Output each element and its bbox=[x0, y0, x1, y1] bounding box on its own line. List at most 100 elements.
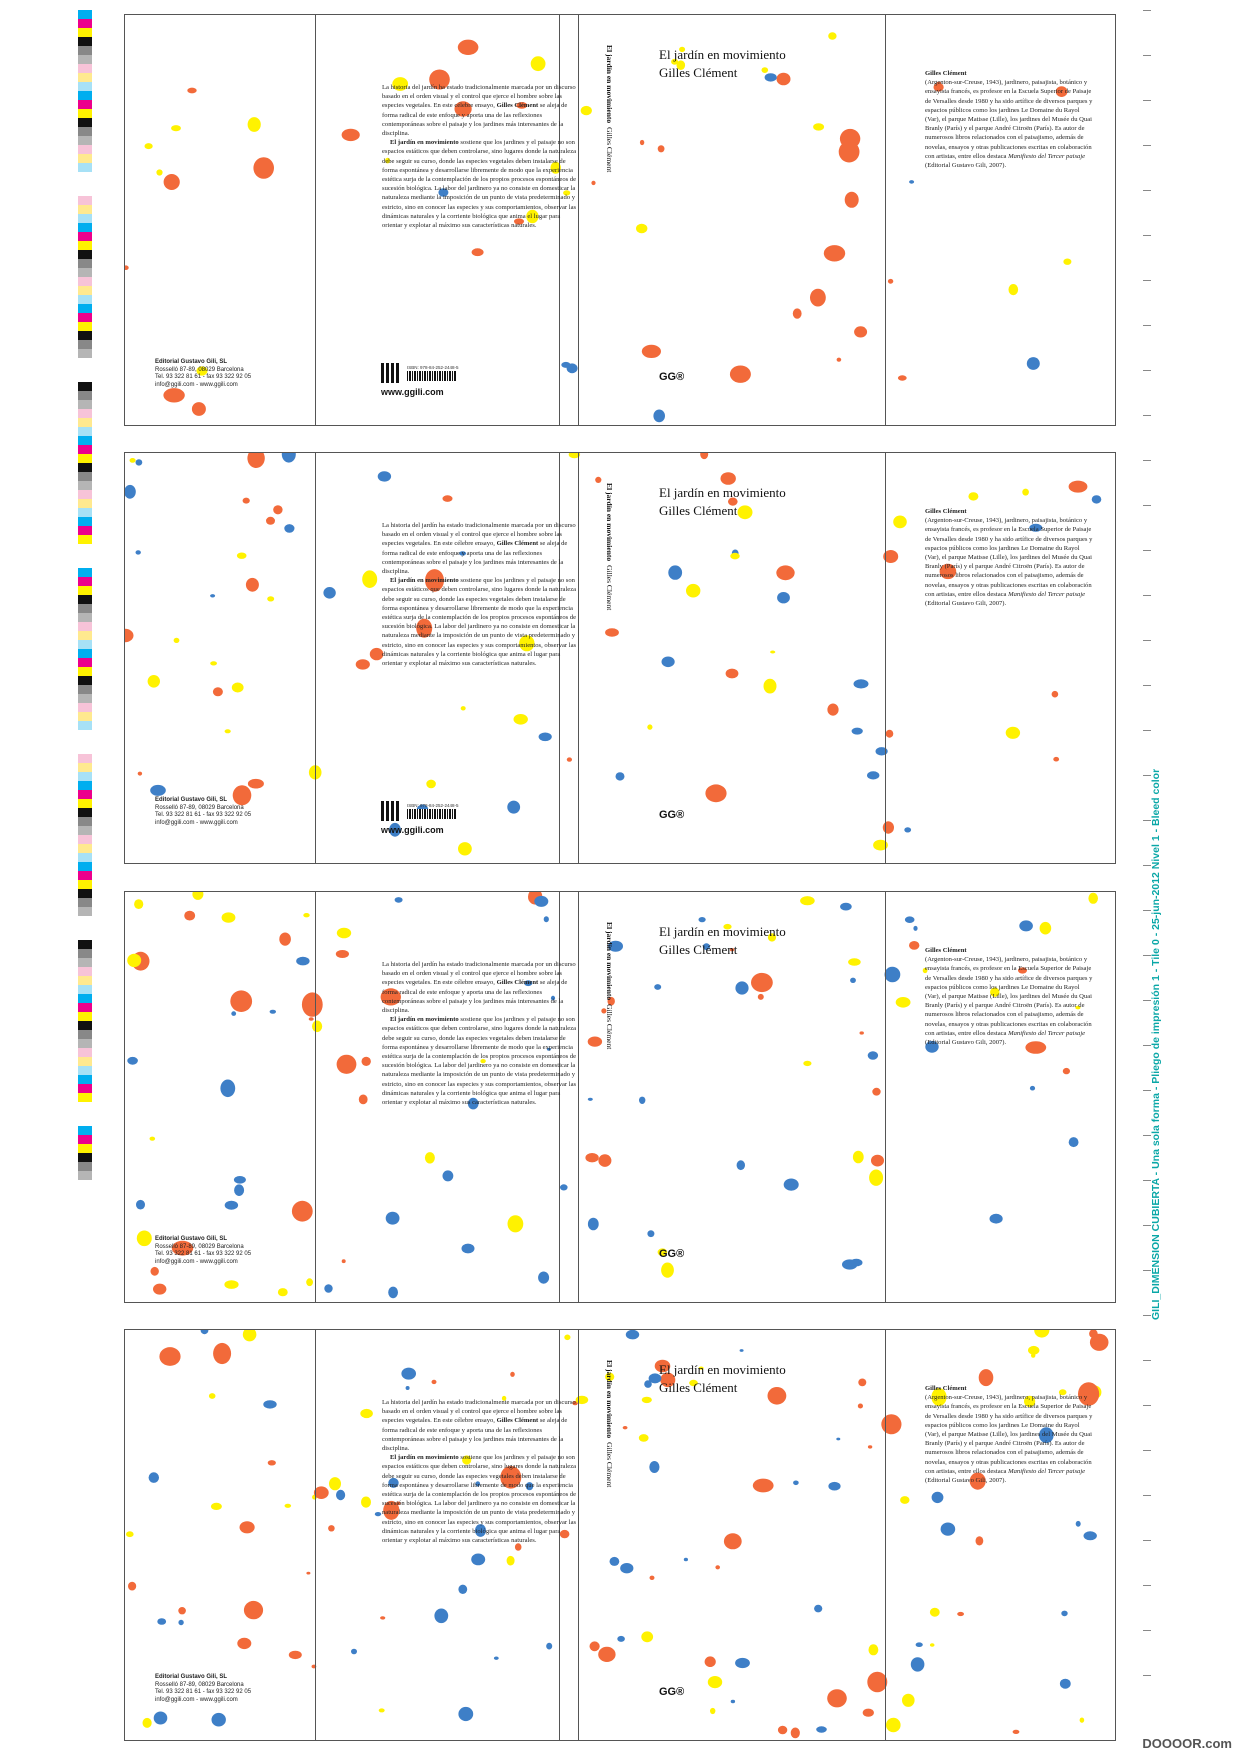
flower-petal bbox=[1068, 480, 1088, 493]
color-patch bbox=[78, 703, 92, 712]
color-patch bbox=[78, 214, 92, 223]
color-patch bbox=[78, 1122, 92, 1126]
flower-petal bbox=[467, 1097, 479, 1110]
flower-petal bbox=[814, 1604, 823, 1613]
color-bar bbox=[78, 10, 92, 1750]
flap-fold-right bbox=[885, 892, 886, 1302]
flower-petal bbox=[828, 1481, 841, 1491]
flower-petal bbox=[871, 1154, 884, 1167]
flower-petal bbox=[736, 1160, 745, 1171]
flower-petal bbox=[196, 366, 208, 376]
flower-petal bbox=[909, 180, 915, 184]
flower-petal bbox=[253, 157, 274, 179]
flower-petal bbox=[728, 497, 738, 506]
flower-petal bbox=[698, 1366, 704, 1370]
flower-petal bbox=[266, 516, 275, 525]
spine-text: El jardín en movimiento Gilles Clément bbox=[592, 922, 614, 1072]
flower-petal bbox=[660, 1372, 676, 1388]
publisher-name: Editorial Gustavo Gili, SL bbox=[155, 359, 228, 365]
flower-petal bbox=[351, 1648, 357, 1655]
flower-petal bbox=[1029, 523, 1043, 532]
color-patch bbox=[78, 640, 92, 649]
author-bio: Gilles Clément (Argenton-sur-Creuse, 194… bbox=[925, 69, 1095, 170]
color-patch bbox=[78, 46, 92, 55]
flower-petal bbox=[933, 82, 944, 92]
flower-petal bbox=[232, 785, 252, 806]
flower-petal bbox=[595, 476, 602, 483]
crop-tick bbox=[1143, 505, 1151, 506]
qr-code bbox=[381, 801, 401, 821]
publisher-info: Editorial Gustavo Gili, SL Rosselló 87-8… bbox=[155, 797, 295, 827]
flower-petal bbox=[560, 1184, 568, 1191]
flower-petal bbox=[1091, 495, 1102, 504]
flower-petal bbox=[1028, 1345, 1040, 1355]
flower-petal bbox=[836, 357, 842, 362]
color-patch bbox=[78, 586, 92, 595]
color-patch bbox=[78, 994, 92, 1003]
publisher-email: info@ggili.com - www.ggili.com bbox=[155, 819, 238, 826]
flower-petal bbox=[893, 515, 907, 529]
flower-petal bbox=[516, 102, 528, 109]
flower-petal bbox=[192, 892, 204, 900]
color-patch bbox=[78, 322, 92, 331]
flower-petal bbox=[909, 941, 920, 950]
flower-petal bbox=[159, 1347, 181, 1366]
crop-tick bbox=[1143, 235, 1151, 236]
flower-petal bbox=[308, 1017, 314, 1021]
color-patch bbox=[78, 445, 92, 454]
color-patch bbox=[78, 844, 92, 853]
flower-petal bbox=[301, 992, 323, 1017]
flower-petal bbox=[676, 60, 686, 70]
flower-petal bbox=[129, 458, 136, 463]
bio-book: Manifiesto del Tercer paisaje bbox=[1008, 1467, 1086, 1475]
flower-petal bbox=[1018, 967, 1027, 974]
color-patch bbox=[78, 73, 92, 82]
flower-petal bbox=[163, 388, 185, 403]
spine-fold-left bbox=[559, 892, 560, 1302]
flower-petal bbox=[361, 1056, 371, 1066]
flower-petal bbox=[361, 1496, 371, 1508]
flower-petal bbox=[200, 1330, 209, 1335]
color-patch bbox=[78, 649, 92, 658]
flower-petal bbox=[247, 453, 265, 468]
flower-petal bbox=[867, 1445, 873, 1449]
color-patch bbox=[78, 508, 92, 517]
flower-petal bbox=[171, 125, 181, 132]
author-bio: Gilles Clément (Argenton-sur-Creuse, 194… bbox=[925, 507, 1095, 608]
color-patch bbox=[78, 676, 92, 685]
flower-petal bbox=[388, 1477, 399, 1488]
flower-petal bbox=[657, 145, 665, 153]
cover-sheet: Editorial Gustavo Gili, SL Rosselló 87-8… bbox=[124, 1329, 1116, 1741]
color-patch bbox=[78, 544, 92, 548]
color-patch bbox=[78, 192, 92, 196]
flower-petal bbox=[698, 917, 706, 923]
flap-fold-left bbox=[315, 892, 316, 1302]
flap-fold-left bbox=[315, 1330, 316, 1740]
flower-petal bbox=[620, 1563, 634, 1574]
flower-petal bbox=[929, 1607, 940, 1617]
color-patch bbox=[78, 268, 92, 277]
color-patch bbox=[78, 304, 92, 313]
crop-tick bbox=[1143, 1540, 1151, 1541]
flower-petal bbox=[761, 67, 769, 73]
flower-petal bbox=[220, 1079, 236, 1098]
flower-petal bbox=[844, 191, 859, 208]
spine-author: Gilles Clément bbox=[605, 127, 614, 173]
flower-petal bbox=[425, 569, 444, 592]
flower-petal bbox=[939, 563, 957, 580]
flower-petal bbox=[460, 706, 466, 711]
flower-petal bbox=[852, 1150, 864, 1164]
flower-petal bbox=[1051, 690, 1059, 698]
watermark: DOOOOR.com bbox=[1142, 1736, 1232, 1751]
crop-tick bbox=[1143, 1270, 1151, 1271]
flower-petal bbox=[884, 966, 901, 983]
color-patch bbox=[78, 358, 92, 362]
flower-petal bbox=[471, 248, 484, 257]
color-patch bbox=[78, 560, 92, 564]
flower-petal bbox=[585, 1153, 599, 1163]
flower-petal bbox=[661, 656, 675, 668]
flower-petal bbox=[601, 1008, 607, 1014]
color-patch bbox=[78, 742, 92, 746]
color-patch bbox=[78, 835, 92, 844]
crop-marks bbox=[1143, 10, 1155, 1750]
